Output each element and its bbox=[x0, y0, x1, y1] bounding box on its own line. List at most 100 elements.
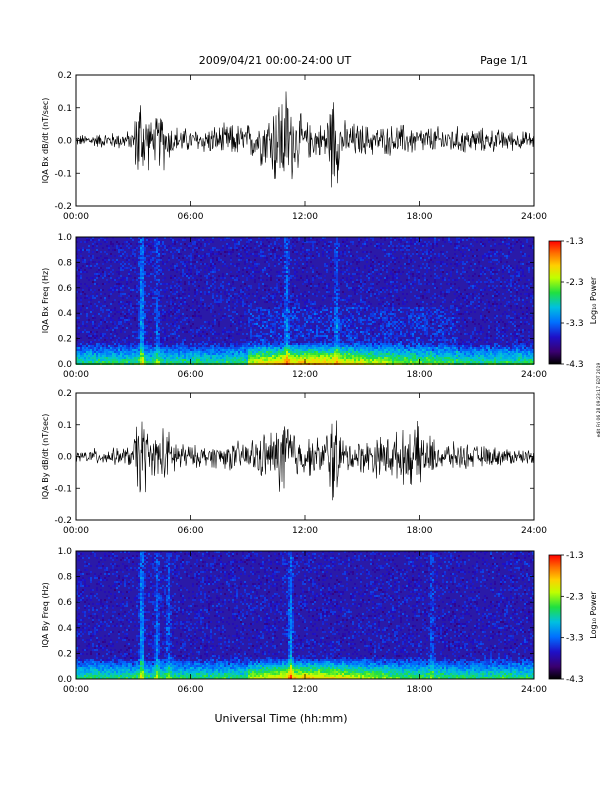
spectrogram-cell bbox=[388, 253, 390, 255]
spectrogram-cell bbox=[412, 259, 414, 261]
spectrogram-cell bbox=[490, 335, 492, 337]
spectrogram-cell bbox=[318, 285, 320, 287]
spectrogram-cell bbox=[440, 315, 442, 317]
spectrogram-cell bbox=[378, 317, 380, 319]
spectrogram-cell bbox=[278, 313, 280, 315]
spectrogram-cell bbox=[124, 241, 126, 243]
spectrogram-cell bbox=[516, 337, 518, 339]
spectrogram-cell bbox=[454, 263, 456, 265]
spectrogram-cell bbox=[330, 317, 332, 319]
spectrogram-cell bbox=[418, 283, 420, 285]
spectrogram-cell bbox=[138, 315, 140, 317]
spectrogram-cell bbox=[404, 299, 406, 301]
spectrogram-cell bbox=[356, 335, 358, 337]
spectrogram-cell bbox=[332, 333, 334, 335]
spectrogram-cell bbox=[300, 309, 302, 311]
spectrogram-cell bbox=[454, 325, 456, 327]
spectrogram-cell bbox=[344, 281, 346, 283]
spectrogram-cell bbox=[140, 305, 142, 307]
spectrogram-cell bbox=[326, 307, 328, 309]
spectrogram-cell bbox=[522, 311, 524, 313]
spectrogram-cell bbox=[360, 301, 362, 303]
spectrogram-cell bbox=[210, 269, 212, 271]
spectrogram-cell bbox=[298, 325, 300, 327]
spectrogram-cell bbox=[188, 245, 190, 247]
spectrogram-cell bbox=[144, 273, 146, 275]
spectrogram-cell bbox=[304, 307, 306, 309]
spectrogram-cell bbox=[140, 307, 142, 309]
spectrogram-cell bbox=[108, 249, 110, 251]
spectrogram-cell bbox=[220, 285, 222, 287]
spectrogram-cell bbox=[482, 243, 484, 245]
spectrogram-cell bbox=[504, 263, 506, 265]
spectrogram-cell bbox=[296, 335, 298, 337]
spectrogram-cell bbox=[78, 281, 80, 283]
spectrogram-cell bbox=[214, 333, 216, 335]
spectrogram-cell bbox=[396, 329, 398, 331]
spectrogram-cell bbox=[456, 255, 458, 257]
spectrogram-cell bbox=[144, 257, 146, 259]
spectrogram-cell bbox=[104, 273, 106, 275]
spectrogram-cell bbox=[304, 319, 306, 321]
spectrogram-cell bbox=[124, 339, 126, 341]
spectrogram-cell bbox=[78, 249, 80, 251]
spectrogram-cell bbox=[182, 239, 184, 241]
spectrogram-cell bbox=[520, 241, 522, 243]
spectrogram-cell bbox=[118, 251, 120, 253]
spectrogram-cell bbox=[470, 335, 472, 337]
spectrogram-cell bbox=[96, 257, 98, 259]
spectrogram-cell bbox=[84, 297, 86, 299]
spectrogram-cell bbox=[286, 303, 288, 305]
spectrogram-cell bbox=[360, 317, 362, 319]
spectrogram-cell bbox=[114, 323, 116, 325]
spectrogram-cell bbox=[130, 269, 132, 271]
spectrogram-cell bbox=[504, 323, 506, 325]
spectrogram-cell bbox=[214, 321, 216, 323]
spectrogram-cell bbox=[442, 237, 444, 239]
spectrogram-cell bbox=[498, 291, 500, 293]
spectrogram-cell bbox=[198, 311, 200, 313]
spectrogram-cell bbox=[448, 333, 450, 335]
spectrogram-cell bbox=[268, 241, 270, 243]
spectrogram-cell bbox=[268, 325, 270, 327]
spectrogram-cell bbox=[224, 315, 226, 317]
spectrogram-cell bbox=[214, 287, 216, 289]
spectrogram-cell bbox=[172, 269, 174, 271]
spectrogram-cell bbox=[270, 339, 272, 341]
spectrogram-cell bbox=[242, 289, 244, 291]
spectrogram-cell bbox=[340, 297, 342, 299]
spectrogram-cell bbox=[434, 293, 436, 295]
spectrogram-cell bbox=[488, 301, 490, 303]
spectrogram-cell bbox=[438, 257, 440, 259]
spectrogram-cell bbox=[404, 253, 406, 255]
spectrogram-cell bbox=[286, 295, 288, 297]
spectrogram-cell bbox=[446, 333, 448, 335]
spectrogram-cell bbox=[442, 333, 444, 335]
spectrogram-cell bbox=[204, 303, 206, 305]
spectrogram-cell bbox=[416, 253, 418, 255]
spectrogram-cell bbox=[154, 323, 156, 325]
spectrogram-cell bbox=[292, 299, 294, 301]
spectrogram-cell bbox=[126, 259, 128, 261]
spectrogram-cell bbox=[502, 313, 504, 315]
spectrogram-cell bbox=[380, 321, 382, 323]
spectrogram-cell bbox=[356, 327, 358, 329]
spectrogram-cell bbox=[174, 285, 176, 287]
spectrogram-cell bbox=[250, 285, 252, 287]
spectrogram-cell bbox=[316, 335, 318, 337]
spectrogram-cell bbox=[80, 299, 82, 301]
spectrogram-cell bbox=[122, 289, 124, 291]
spectrogram-cell bbox=[304, 291, 306, 293]
spectrogram-cell bbox=[224, 327, 226, 329]
spectrogram-cell bbox=[248, 323, 250, 325]
spectrogram-cell bbox=[410, 261, 412, 263]
spectrogram-cell bbox=[210, 253, 212, 255]
spectrogram-cell bbox=[456, 289, 458, 291]
spectrogram-cell bbox=[288, 321, 290, 323]
spectrogram-cell bbox=[418, 281, 420, 283]
spectrogram-cell bbox=[196, 301, 198, 303]
spectrogram-cell bbox=[502, 277, 504, 279]
spectrogram-cell bbox=[142, 251, 144, 253]
spectrogram-cell bbox=[256, 321, 258, 323]
spectrogram-cell bbox=[404, 317, 406, 319]
